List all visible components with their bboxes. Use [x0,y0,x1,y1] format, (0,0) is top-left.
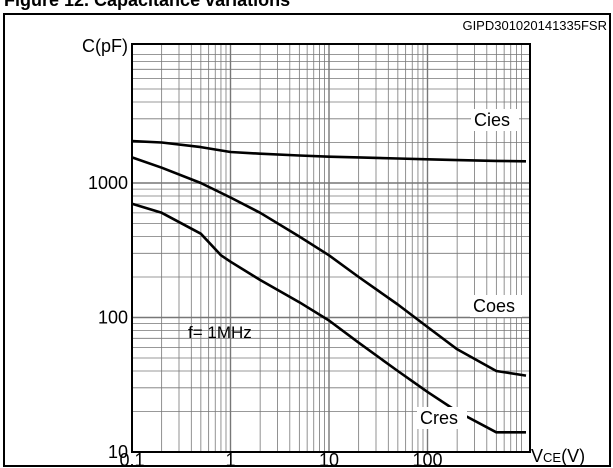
grid [132,44,530,452]
y-tick-label: 10 [108,442,128,462]
series-label-background [470,295,522,317]
x-tick-label: 100 [412,450,442,468]
series-label-background [471,109,519,131]
frequency-annotation: f= 1MHz [188,323,252,342]
figure-code: GIPD301020141335FSR [462,18,607,33]
figure-frame [3,13,611,467]
series-cres-label: Cres [420,408,458,428]
figure-heading-partial: Figure 12. Capacitance variations [4,0,290,10]
x-tick-label: 10 [319,450,339,468]
series-cies-line [131,139,527,163]
y-axis-label: C(pF) [82,36,128,56]
series-cies-label: Cies [474,110,510,130]
series-labels: Cies Coes Cres [417,109,522,429]
x-axis-label-unit: (V) [561,446,585,466]
y-tick-label: 100 [98,308,128,328]
series-label-background [417,407,467,429]
tick-labels: 0.1 1 10 100 10 100 1000 [88,173,443,468]
x-axis-label: VCE(V) [531,446,585,466]
x-tick-label: 0.1 [119,450,144,468]
x-axis-label-sub: CE [543,450,561,465]
series-coes-line [131,156,527,377]
series-coes-label: Coes [473,296,515,316]
x-axis-label-main: V [531,446,543,466]
plot-area-border [131,43,531,453]
x-tick-label: 1 [225,450,235,468]
y-tick-label: 1000 [88,173,128,193]
